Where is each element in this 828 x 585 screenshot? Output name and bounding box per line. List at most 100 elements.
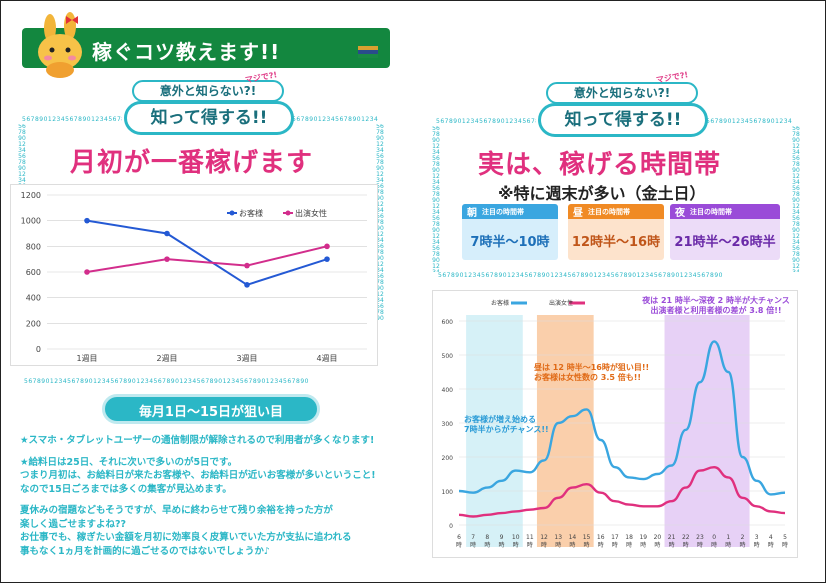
x-tick-label: 22 (682, 534, 690, 541)
highlight-band (466, 315, 523, 547)
x-tick-label: 16 (597, 534, 605, 541)
x-tick-unit: 時 (541, 541, 547, 549)
x-tick-unit: 時 (513, 541, 519, 549)
rabbit-mascot-icon (38, 12, 82, 78)
time-card-tag: 夜 (675, 208, 685, 219)
x-tick-unit: 時 (527, 541, 533, 549)
y-tick-label: 200 (442, 455, 454, 462)
time-card-header: 朝注目の時間帯 (462, 204, 558, 219)
x-tick-unit: 時 (782, 541, 788, 549)
time-card-label: 注目の時間帯 (690, 207, 732, 216)
x-tick-label: 15 (583, 534, 591, 541)
y-tick-label: 200 (26, 319, 41, 328)
data-point (244, 262, 250, 269)
note-morning-line: 7時半からがチャンス!! (464, 425, 549, 434)
time-card-label: 注目の時間帯 (482, 207, 524, 216)
time-card-time: 21時半〜26時半 (674, 235, 776, 250)
x-tick-label: 6 (457, 534, 461, 541)
right-line-chart: 01002003004005006006時7時8時9時10時11時12時13時1… (442, 299, 788, 549)
highlight-band (664, 315, 750, 547)
x-tick-label: 23 (696, 534, 704, 541)
series-line (458, 465, 786, 518)
left-chart-panel: 0 200 400 600 800 1000 1200 1週目 2週目 3週目 4週目 お客様 出演女性 (10, 184, 378, 366)
x-tick-unit: 時 (569, 541, 575, 549)
left-body-text: ★スマホ・タブレットユーザーの通信制限が解除されるので利用者が多くなります! ★… (20, 434, 376, 558)
x-tick-unit: 時 (654, 541, 660, 549)
x-tick-label: 20 (654, 534, 662, 541)
y-tick-label: 800 (26, 242, 41, 251)
body-line: お仕事でも、稼ぎたい金額を月初に効率良く皮算いでいた方が支払に追われる (20, 532, 352, 543)
x-tick-unit: 時 (640, 541, 646, 549)
note-morning-line: お客様が増え始める (464, 415, 536, 424)
x-tick-label: 7 (471, 534, 475, 541)
flag-icon (358, 46, 378, 58)
x-tick-unit: 時 (470, 541, 476, 549)
legend-label: 出演女性 (549, 299, 573, 307)
y-tick-label: 400 (26, 294, 41, 303)
body-line (20, 496, 376, 504)
note-day: 昼は 12 時半〜16時が狙い目!! お客様は女性数の 3.5 倍も!! (534, 363, 649, 383)
time-card-tag: 朝 (467, 208, 477, 219)
x-tick-unit: 時 (555, 541, 561, 549)
x-tick-label: 1 (726, 534, 730, 541)
time-card-header: 昼注目の時間帯 (568, 204, 664, 219)
y-tick-label: 500 (442, 353, 454, 360)
left-number-border-right: 5678901234567890123456789012345678901234… (376, 124, 384, 322)
body-line: 事もなく1ヵ月を計画的に過ごせるのではないでしょうか♪ (20, 545, 270, 557)
x-tick-label: 19 (639, 534, 647, 541)
y-tick-label: 0 (36, 345, 41, 354)
note-morning: お客様が増え始める 7時半からがチャンス!! (464, 415, 549, 435)
series-line (86, 219, 328, 286)
left-number-border-top-a: 5678901234567890123456789012345678901234… (22, 116, 122, 123)
left-heading: 月初が一番稼げます (70, 148, 314, 178)
x-tick-unit: 時 (683, 541, 689, 549)
y-tick-label: 600 (26, 268, 41, 277)
x-tick-label: 0 (712, 534, 716, 541)
y-tick-label: 300 (442, 421, 454, 428)
x-tick-label: 12 (540, 534, 548, 541)
x-tick-label: 2週目 (156, 354, 177, 363)
x-tick-label: 21 (668, 534, 676, 541)
left-number-border-top-b: 5678901234567890123456789012345678901234… (292, 116, 378, 123)
right-number-border-right: 5678901234567890123456789012345678901234… (792, 126, 800, 272)
right-badge-main: 知って得する!! (538, 103, 708, 137)
x-tick-label: 5 (783, 534, 787, 541)
time-card: 朝注目の時間帯 7時半〜10時 (462, 204, 558, 260)
data-point (164, 256, 170, 262)
x-tick-label: 10 (512, 534, 520, 541)
note-night: 夜は 21 時半〜深夜 2 時半が大チャンス 出演者様と利用者様の差が 3.8 … (636, 296, 796, 316)
note-night-line: 出演者様と利用者様の差が 3.8 倍!! (650, 306, 782, 315)
left-number-border-bottom: 5678901234567890123456789012345678901234… (24, 378, 309, 385)
header-banner (22, 28, 390, 68)
y-tick-label: 1200 (21, 191, 41, 200)
time-card: 昼注目の時間帯 12時半〜16時 (568, 204, 664, 260)
note-day-line: お客様は女性数の 3.5 倍も!! (534, 373, 642, 382)
body-line: ★スマホ・タブレットユーザーの通信制限が解除されるので利用者が多くなります! (20, 435, 375, 446)
x-tick-unit: 時 (499, 541, 505, 549)
x-tick-label: 8 (485, 534, 489, 541)
left-badge-top: 意外と知らない?! (132, 80, 284, 102)
right-chart-panel: 0 100 200 300 400 500 600 6 時 7 時 8 時 9 時 10 時 11 時 12 時 13 時 1… (432, 290, 798, 558)
right-badge-top: 意外と知らない?! (546, 82, 698, 104)
x-tick-label: 14 (569, 534, 577, 541)
right-heading: 実は、稼げる時間帯 (478, 150, 722, 180)
x-tick-unit: 時 (598, 541, 604, 549)
time-card-tag: 昼 (573, 208, 583, 219)
x-tick-unit: 時 (584, 541, 590, 549)
x-tick-unit: 時 (626, 541, 632, 549)
y-tick-label: 1000 (21, 217, 41, 226)
target-strip (102, 394, 320, 424)
time-card: 夜注目の時間帯 21時半〜26時半 (670, 204, 780, 260)
time-card-time: 7時半〜10時 (470, 235, 550, 250)
y-tick-label: 0 (449, 523, 453, 530)
right-number-border-top-a: 5678901234567890123456789012345678901234… (436, 118, 536, 125)
series-line (86, 245, 328, 273)
right-number-border-top-b: 5678901234567890123456789012345678901234… (706, 118, 792, 125)
x-tick-label: 18 (625, 534, 633, 541)
left-line-chart: 0 200 400 600 800 1000 1200 1週目 2週目 3週目 4週目 お客様 出演女性 (21, 191, 367, 363)
legend-marker (285, 210, 291, 216)
x-tick-label: 1週目 (76, 354, 97, 363)
x-tick-label: 9 (500, 534, 504, 541)
y-tick-label: 400 (442, 387, 454, 394)
